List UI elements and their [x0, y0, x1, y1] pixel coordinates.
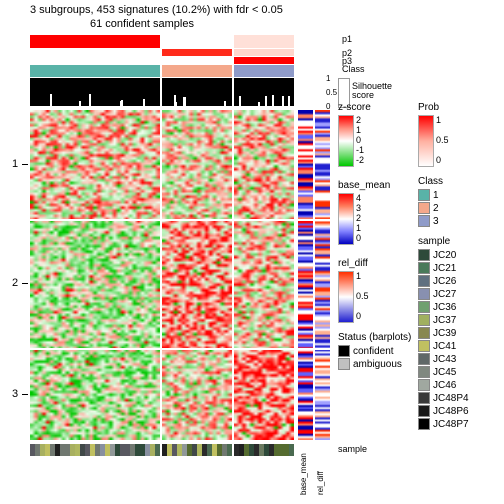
row-group-label: 1	[12, 158, 18, 170]
legend-zscore: z-score210-1-2	[338, 102, 371, 167]
row-group-label: 2	[12, 277, 18, 289]
legend-prob: Prob10.50	[418, 102, 449, 167]
legend-status: Status (barplots)confidentambiguous	[338, 332, 411, 371]
silhouette-label: Silhouettescore	[352, 82, 392, 100]
legend-basemean: base_mean43210	[338, 180, 390, 245]
legend-reldiff: rel_diff10.50	[338, 258, 369, 323]
anno-cell	[30, 34, 160, 49]
anno-cell	[30, 64, 160, 77]
side-col-rel_diff	[315, 110, 330, 440]
anno-cell	[162, 34, 232, 49]
anno-label: Class	[342, 64, 365, 74]
main-heatmap	[30, 110, 294, 440]
figure-title-1: 3 subgroups, 453 signatures (10.2%) with…	[30, 4, 283, 16]
sample-strip-label: sample	[338, 444, 367, 454]
sample-strip	[30, 444, 294, 456]
figure-title-2: 61 confident samples	[90, 18, 194, 30]
legend-class: Class123	[418, 176, 443, 228]
figure-root: 3 subgroups, 453 signatures (10.2%) with…	[0, 0, 504, 504]
legend-sample: sampleJC20JC21JC26JC27JC36JC37JC39JC41JC…	[418, 236, 469, 431]
anno-cell	[234, 34, 294, 49]
row-group-label: 3	[12, 388, 18, 400]
anno-cell	[162, 64, 232, 77]
anno-cell	[234, 64, 294, 77]
side-col-base_mean	[298, 110, 313, 440]
anno-label: p1	[342, 34, 352, 44]
